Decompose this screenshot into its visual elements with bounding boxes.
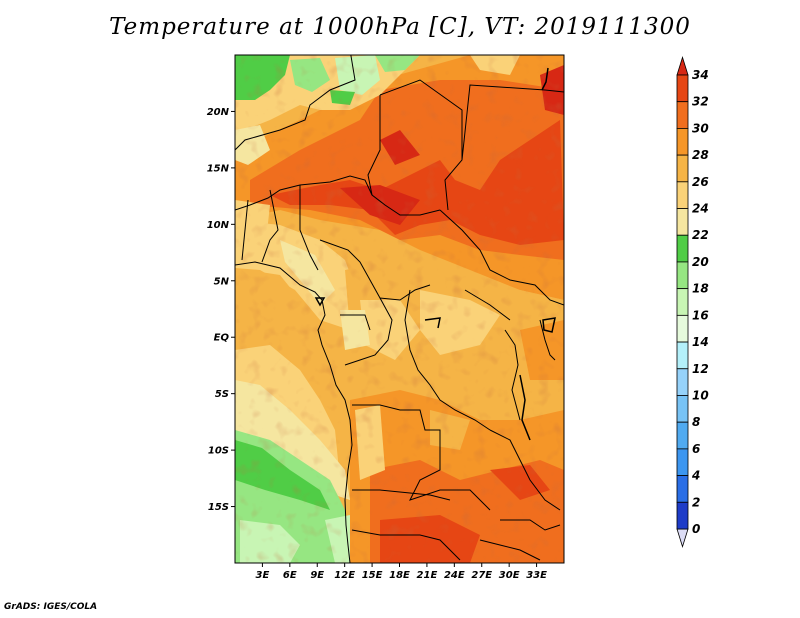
colorbar-swatch bbox=[676, 448, 689, 476]
colorbar-level-label: 26 bbox=[692, 175, 709, 189]
colorbar-level-label: 2 bbox=[692, 495, 700, 509]
colorbar-level-label: 24 bbox=[692, 202, 709, 216]
colorbar-swatch bbox=[676, 154, 689, 183]
colorbar-level-label: 18 bbox=[692, 282, 709, 296]
colorbar-level-label: 20 bbox=[692, 255, 709, 269]
grads-credit: GrADS: IGES/COLA bbox=[4, 602, 98, 612]
colorbar-swatch bbox=[676, 101, 689, 129]
colorbar-swatch bbox=[676, 501, 689, 530]
lon-tick-label: 18E bbox=[389, 570, 410, 581]
lat-tick-label: 15S bbox=[208, 502, 229, 513]
colorbar-level-label: 12 bbox=[692, 362, 709, 376]
colorbar-swatch bbox=[676, 288, 689, 316]
temperature-field bbox=[235, 55, 564, 563]
lakes bbox=[314, 67, 556, 441]
lat-tick-label: 5N bbox=[214, 276, 230, 287]
colorbar-swatch bbox=[676, 475, 689, 503]
lon-tick-label: 3E bbox=[256, 570, 270, 581]
colorbar-swatch bbox=[676, 234, 689, 263]
lat-tick-label: 15N bbox=[207, 163, 230, 174]
lon-tick-label: 33E bbox=[526, 570, 547, 581]
colorbar-level-label: 28 bbox=[692, 148, 709, 162]
lon-tick-label: 12E bbox=[334, 570, 355, 581]
colorbar-level-label: 22 bbox=[692, 228, 709, 242]
colorbar-min-arrow bbox=[676, 528, 689, 549]
latitude-axis: 20N 15N 10N 5N EQ 5S 10S 15S bbox=[207, 107, 235, 513]
colorbar-swatch bbox=[676, 368, 689, 396]
colorbar-level-label: 10 bbox=[692, 388, 709, 402]
lon-tick-label: 15E bbox=[362, 570, 383, 581]
colorbar-swatch bbox=[676, 314, 689, 343]
map-title: Temperature at 1000hPa [C], VT: 20191113… bbox=[109, 14, 691, 40]
colorbar-swatch bbox=[676, 421, 689, 450]
lat-tick-label: 10S bbox=[208, 446, 229, 457]
lat-tick-label: 5S bbox=[215, 389, 229, 400]
lon-tick-label: 21E bbox=[417, 570, 438, 581]
colorbar-level-label: 34 bbox=[692, 68, 709, 82]
colorbar-swatch bbox=[676, 181, 689, 209]
colorbar-level-label: 32 bbox=[692, 95, 709, 109]
lon-tick-label: 30E bbox=[499, 570, 520, 581]
colorbar-swatch bbox=[676, 74, 689, 103]
colorbar-swatch bbox=[676, 341, 689, 370]
lat-tick-label: 20N bbox=[207, 107, 230, 118]
colorbar-level-label: 4 bbox=[691, 469, 700, 483]
colorbar-max-arrow bbox=[676, 55, 689, 76]
colorbar-level-label: 30 bbox=[692, 121, 709, 135]
lat-tick-label: 10N bbox=[207, 220, 230, 231]
colorbar-swatch bbox=[676, 208, 689, 236]
lon-tick-label: 24E bbox=[444, 570, 465, 581]
colorbar-level-label: 16 bbox=[692, 308, 709, 322]
colorbar-swatch bbox=[676, 128, 689, 156]
lat-tick-label: EQ bbox=[214, 333, 230, 344]
colorbar-level-label: 8 bbox=[692, 415, 700, 429]
lon-tick-label: 27E bbox=[471, 570, 492, 581]
country-borders bbox=[235, 55, 564, 563]
lon-tick-label: 9E bbox=[310, 570, 324, 581]
colorbar-level-label: 14 bbox=[692, 335, 709, 349]
lon-tick-label: 6E bbox=[283, 570, 297, 581]
colorbar-level-label: 0 bbox=[692, 522, 700, 536]
colorbar-swatch bbox=[676, 395, 689, 423]
colorbar-level-label: 6 bbox=[692, 442, 700, 456]
colorbar-swatch bbox=[676, 261, 689, 290]
longitude-axis: 3E 6E 9E 12E 15E 18E 21E 24E 27E 30E 33E bbox=[256, 563, 547, 581]
